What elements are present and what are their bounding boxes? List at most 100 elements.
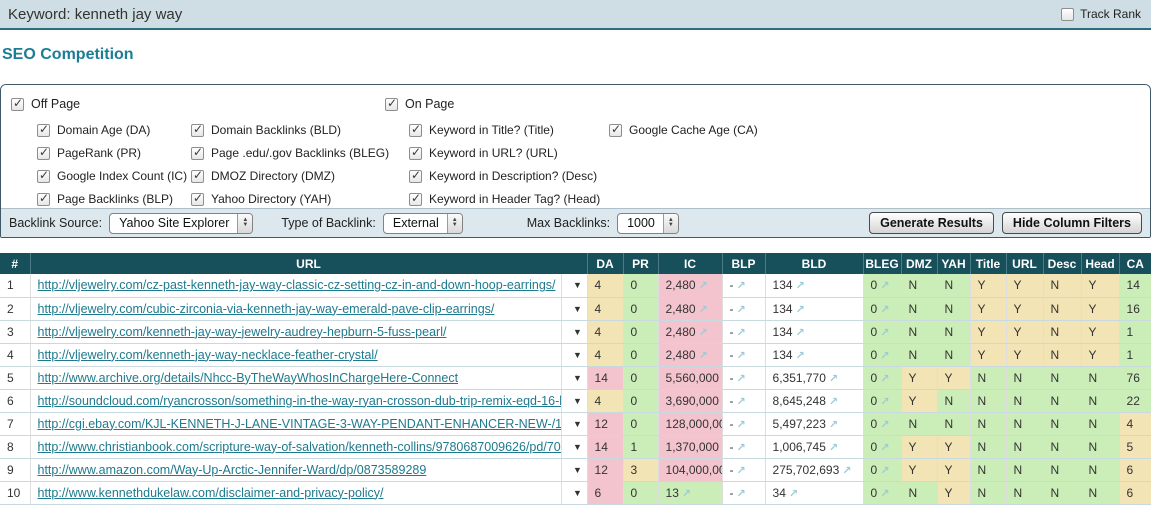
filter-keyword-in-url[interactable]: Keyword in URL? (URL) <box>409 145 558 160</box>
filter-domain-backlinks[interactable]: Domain Backlinks (BLD) <box>191 122 341 137</box>
checkbox-icon[interactable] <box>609 122 622 137</box>
result-url-link[interactable]: http://www.amazon.com/Way-Up-Arctic-Jenn… <box>37 462 427 477</box>
pr-cell: 0 <box>623 297 659 321</box>
row-dropdown-button[interactable]: ▼ <box>561 481 588 505</box>
head-cell: N <box>1081 481 1120 505</box>
result-url-link[interactable]: http://vljewelry.com/kenneth-jay-way-jew… <box>37 324 447 339</box>
col-header-bld[interactable]: BLD <box>765 253 864 274</box>
checkbox-icon[interactable] <box>385 96 398 111</box>
checkbox-label: Page Backlinks (BLP) <box>57 192 174 206</box>
col-header-da[interactable]: DA <box>587 253 624 274</box>
url-cell: http://soundcloud.com/ryancrosson/someth… <box>30 389 562 413</box>
checkbox-icon[interactable] <box>37 122 50 137</box>
filter-yahoo-directory[interactable]: Yahoo Directory (YAH) <box>191 191 332 206</box>
col-header-desc[interactable]: Desc <box>1043 253 1082 274</box>
col-header-title[interactable]: Title <box>970 253 1007 274</box>
col-header-yah[interactable]: YAH <box>937 253 971 274</box>
filter-edu-gov-backlinks[interactable]: Page .edu/.gov Backlinks (BLEG) <box>191 145 389 160</box>
filter-on-page[interactable]: On Page <box>385 96 454 111</box>
ca-cell: 14 <box>1119 274 1151 298</box>
checkbox-icon[interactable] <box>409 122 422 137</box>
max-backlinks-select[interactable]: 1000 ▲ ▼ <box>617 212 679 234</box>
table-header-row: # URL DA PR IC BLP BLD BLEG DMZ YAH Titl… <box>0 253 1151 274</box>
row-dropdown-button[interactable]: ▼ <box>561 412 588 436</box>
result-url-link[interactable]: http://vljewelry.com/kenneth-jay-way-nec… <box>37 347 378 362</box>
checkbox-icon[interactable] <box>409 168 422 183</box>
filter-domain-age[interactable]: Domain Age (DA) <box>37 122 150 137</box>
pr-cell: 0 <box>623 481 659 505</box>
filter-google-cache-age[interactable]: Google Cache Age (CA) <box>609 122 758 137</box>
pr-cell: 1 <box>623 435 659 459</box>
col-header-blp[interactable]: BLP <box>722 253 766 274</box>
result-url-link[interactable]: http://www.christianbook.com/scripture-w… <box>37 439 561 454</box>
checkbox-label: Yahoo Directory (YAH) <box>211 192 332 206</box>
col-header-url2[interactable]: URL <box>1006 253 1044 274</box>
filter-google-index-count[interactable]: Google Index Count (IC) <box>37 168 187 183</box>
row-dropdown-button[interactable]: ▼ <box>561 320 588 344</box>
table-row: 7 http://cgi.ebay.com/KJL-KENNETH-J-LANE-… <box>0 412 1151 436</box>
result-url-link[interactable]: http://vljewelry.com/cubic-zirconia-via-… <box>37 301 495 316</box>
col-header-bleg[interactable]: BLEG <box>863 253 902 274</box>
filter-off-page[interactable]: Off Page <box>11 96 80 111</box>
filter-page-backlinks[interactable]: Page Backlinks (BLP) <box>37 191 174 206</box>
url2-cell: Y <box>1006 343 1044 367</box>
checkbox-label: Keyword in Description? (Desc) <box>429 169 598 183</box>
checkbox-icon[interactable] <box>409 145 422 160</box>
table-row: 6 http://soundcloud.com/ryancrosson/somet… <box>0 389 1151 413</box>
result-url-link[interactable]: http://vljewelry.com/cz-past-kenneth-jay… <box>37 278 556 293</box>
ca-cell: 16 <box>1119 297 1151 321</box>
checkbox-icon[interactable] <box>191 168 204 183</box>
result-url-link[interactable]: http://www.kennethdukelaw.com/disclaimer… <box>37 485 384 500</box>
checkbox-icon[interactable] <box>191 145 204 160</box>
row-dropdown-button[interactable]: ▼ <box>561 389 588 413</box>
result-url-link[interactable]: http://cgi.ebay.com/KJL-KENNETH-J-LANE-V… <box>37 416 561 431</box>
backlink-source-select[interactable]: Yahoo Site Explorer ▲ ▼ <box>109 212 254 234</box>
url-cell: http://vljewelry.com/cz-past-kenneth-jay… <box>30 274 562 298</box>
col-header-ic[interactable]: IC <box>658 253 723 274</box>
track-rank-control[interactable]: Track Rank <box>1061 7 1141 21</box>
pr-cell: 0 <box>623 343 659 367</box>
url-cell: http://vljewelry.com/kenneth-jay-way-nec… <box>30 343 562 367</box>
checkbox-icon[interactable] <box>191 191 204 206</box>
col-header-num[interactable]: # <box>0 253 31 274</box>
filter-dmoz-directory[interactable]: DMOZ Directory (DMZ) <box>191 168 335 183</box>
blp-cell: - ↗ <box>722 297 766 321</box>
checkbox-icon[interactable] <box>191 122 204 137</box>
row-dropdown-button[interactable]: ▼ <box>561 366 588 390</box>
trend-arrow-icon: ↗ <box>795 280 805 293</box>
filter-keyword-in-description[interactable]: Keyword in Description? (Desc) <box>409 168 598 183</box>
ic-cell: 1,370,000↗ <box>658 435 723 459</box>
track-rank-checkbox[interactable] <box>1061 7 1075 21</box>
filter-keyword-in-title[interactable]: Keyword in Title? (Title) <box>409 122 554 137</box>
bleg-cell: 0 ↗ <box>863 481 902 505</box>
row-dropdown-button[interactable]: ▼ <box>561 435 588 459</box>
filter-keyword-in-header[interactable]: Keyword in Header Tag? (Head) <box>409 191 600 206</box>
type-of-backlink-label: Type of Backlink: <box>281 216 376 230</box>
checkbox-icon[interactable] <box>37 168 50 183</box>
table-row: 5 http://www.archive.org/details/Nhcc-ByT… <box>0 366 1151 390</box>
checkbox-icon[interactable] <box>37 145 50 160</box>
generate-results-button[interactable]: Generate Results <box>869 212 994 234</box>
col-header-url[interactable]: URL <box>30 253 588 274</box>
checkbox-icon[interactable] <box>409 191 422 206</box>
checkbox-icon[interactable] <box>37 191 50 206</box>
col-header-ca[interactable]: CA <box>1119 253 1151 274</box>
row-dropdown-button[interactable]: ▼ <box>561 274 588 298</box>
row-dropdown-button[interactable]: ▼ <box>561 343 588 367</box>
col-header-dmz[interactable]: DMZ <box>901 253 938 274</box>
ic-cell: 2,480 ↗ <box>658 274 723 298</box>
result-url-link[interactable]: http://www.archive.org/details/Nhcc-ByTh… <box>37 370 459 385</box>
type-of-backlink-select[interactable]: External ▲ ▼ <box>382 212 463 234</box>
filter-pagerank[interactable]: PageRank (PR) <box>37 145 141 160</box>
row-number: 5 <box>0 366 31 390</box>
row-dropdown-button[interactable]: ▼ <box>561 297 588 321</box>
head-cell: Y <box>1081 297 1120 321</box>
hide-column-filters-button[interactable]: Hide Column Filters <box>1001 212 1142 234</box>
checkbox-icon[interactable] <box>11 96 24 111</box>
dmz-cell: Y <box>901 435 938 459</box>
row-dropdown-button[interactable]: ▼ <box>561 458 588 482</box>
result-url-link[interactable]: http://soundcloud.com/ryancrosson/someth… <box>37 393 561 408</box>
yah-cell: Y <box>937 481 971 505</box>
col-header-pr[interactable]: PR <box>623 253 659 274</box>
col-header-head[interactable]: Head <box>1081 253 1120 274</box>
